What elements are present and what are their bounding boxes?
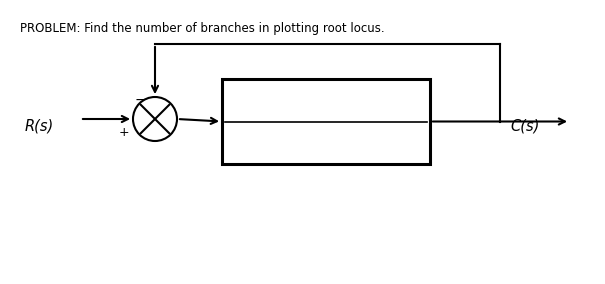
Text: s(s + 1)(s² + 4s + 13): s(s + 1)(s² + 4s + 13) bbox=[230, 94, 360, 107]
Text: K: K bbox=[321, 130, 332, 147]
Bar bbox=[222, 79, 430, 164]
Text: C(s): C(s) bbox=[510, 118, 540, 133]
Text: +: + bbox=[119, 126, 129, 139]
Text: R(s): R(s) bbox=[25, 118, 54, 133]
Text: PROBLEM: Find the number of branches in plotting root locus.: PROBLEM: Find the number of branches in … bbox=[20, 22, 385, 35]
Text: −: − bbox=[135, 93, 146, 107]
